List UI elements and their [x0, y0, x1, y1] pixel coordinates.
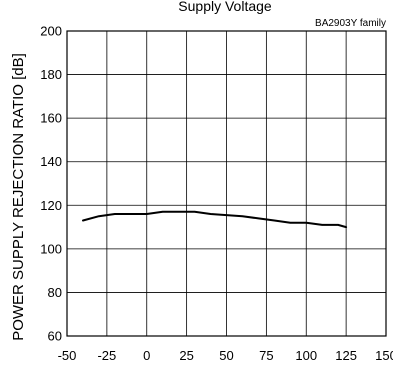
- y-tick-label: 120: [40, 198, 62, 213]
- grid: [66, 30, 387, 337]
- y-tick-label: 180: [40, 67, 62, 82]
- psrr-series-line: [82, 210, 348, 229]
- x-tick-label: 0: [143, 348, 150, 363]
- x-tick-label: 125: [335, 348, 357, 363]
- x-tick-label: 100: [295, 348, 317, 363]
- plot-frame: [66, 30, 387, 337]
- y-tick-label: 100: [40, 241, 62, 256]
- series-group: [82, 210, 348, 229]
- x-tick-label: 75: [259, 348, 273, 363]
- tick-labels: -50 -25 0 25 50 75 100 125 150 60 80 100 120 140 160 18…: [40, 24, 393, 364]
- x-tick-label: 50: [219, 348, 233, 363]
- x-tick-label: -25: [97, 348, 116, 363]
- x-tick-label: -50: [58, 348, 77, 363]
- y-axis-label: POWER SUPPLY REJECTION RATIO [dB]: [10, 53, 27, 341]
- y-tick-label: 200: [40, 24, 62, 39]
- y-tick-label: 80: [48, 285, 62, 300]
- x-tick-label: 150: [375, 348, 393, 363]
- x-tick-label: 25: [179, 348, 193, 363]
- y-tick-label: 160: [40, 111, 62, 126]
- family-annotation: BA2903Y family: [315, 18, 386, 29]
- y-tick-label: 140: [40, 154, 62, 169]
- chart-title: Supply Voltage: [178, 0, 272, 14]
- y-tick-label: 60: [48, 329, 62, 344]
